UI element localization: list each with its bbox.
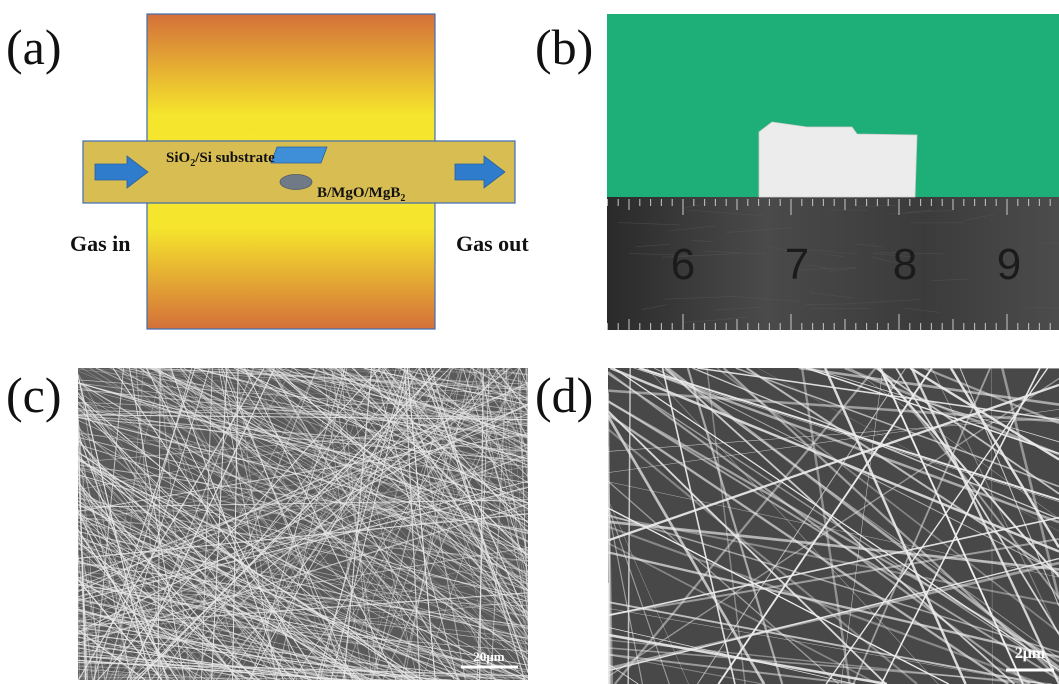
gas-in-label: Gas in: [70, 231, 131, 256]
gas-out-arrow-icon: [454, 155, 506, 189]
substrate-label: SiO2/Si substrate: [166, 150, 275, 169]
panel-label-c: (c): [6, 367, 62, 423]
panel-label-a: (a): [6, 19, 62, 75]
panel-label-d: (d): [535, 367, 594, 423]
scale-bar-label-d: 2μm: [1015, 645, 1046, 662]
substrate-shape: [270, 146, 328, 164]
ruler-number-6: 6: [671, 240, 695, 289]
sample-piece: [758, 121, 918, 198]
gas-out-label: Gas out: [456, 231, 529, 256]
ruler-number-9: 9: [997, 240, 1021, 289]
furnace-schematic: SiO2/Si substrate B/MgO/MgB2 Gas in Gas …: [70, 13, 529, 330]
ruler: [607, 197, 1059, 330]
sample-photo: 6 7 8 9: [607, 14, 1059, 330]
sem-image-high-magnification: 2μm: [608, 368, 1059, 684]
source-label: B/MgO/MgB2: [317, 185, 405, 204]
gas-in-arrow-icon: [94, 155, 149, 189]
sem-image-low-magnification: 20μm: [78, 368, 528, 680]
panel-label-b: (b): [535, 19, 594, 75]
ruler-number-7: 7: [785, 240, 809, 289]
source-boat: [279, 174, 313, 190]
scale-bar-label-c: 20μm: [473, 649, 504, 664]
ruler-number-8: 8: [893, 240, 917, 289]
